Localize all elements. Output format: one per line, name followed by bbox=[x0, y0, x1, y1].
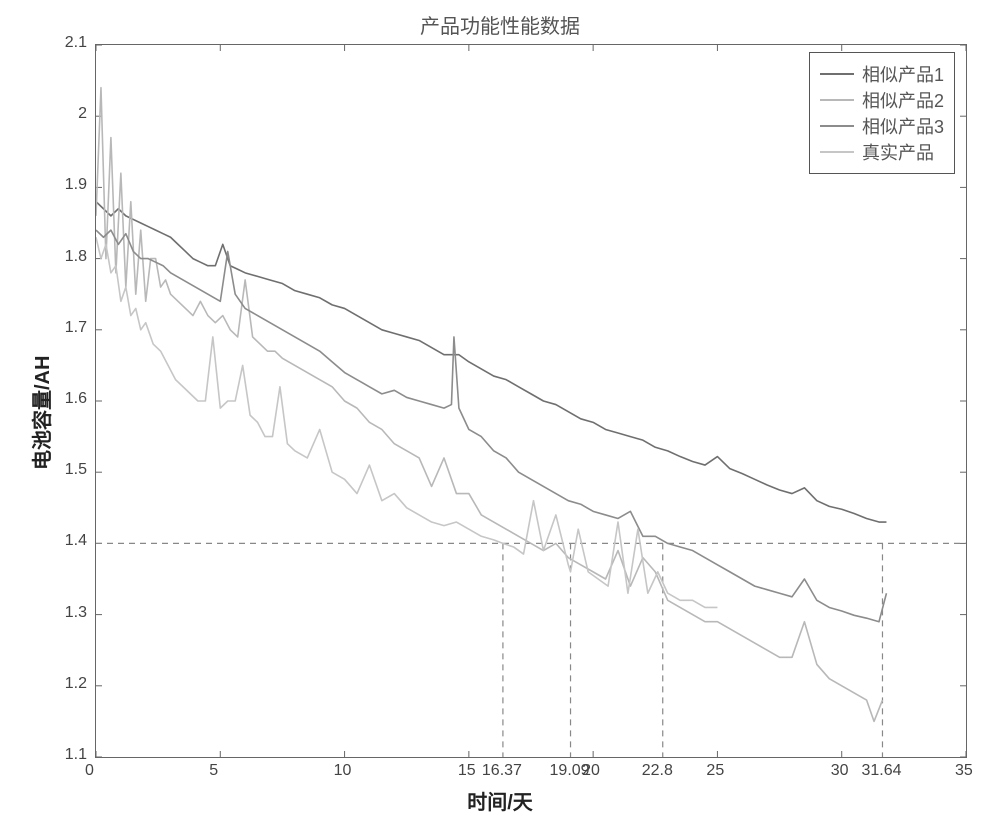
legend-swatch bbox=[820, 151, 854, 153]
y-tick-label: 1.3 bbox=[65, 604, 87, 622]
y-axis-label: 电池容量/AH bbox=[26, 356, 55, 470]
y-tick-label: 1.6 bbox=[65, 390, 87, 408]
threshold-x-label: 16.37 bbox=[482, 762, 522, 780]
legend-item: 相似产品1 bbox=[820, 61, 944, 87]
chart-title: 产品功能性能数据 bbox=[0, 10, 1000, 39]
x-tick-label: 35 bbox=[955, 762, 973, 780]
y-tick-label: 1.2 bbox=[65, 675, 87, 693]
legend: 相似产品1相似产品2相似产品3真实产品 bbox=[809, 52, 955, 174]
x-tick-label: 10 bbox=[334, 762, 352, 780]
threshold-x-label: 31.64 bbox=[861, 762, 901, 780]
y-tick-label: 1.5 bbox=[65, 461, 87, 479]
y-tick-label: 2.1 bbox=[65, 34, 87, 52]
x-axis-label: 时间/天 bbox=[0, 786, 1000, 815]
legend-label: 相似产品2 bbox=[862, 87, 944, 113]
legend-item: 相似产品3 bbox=[820, 113, 944, 139]
x-tick-label: 5 bbox=[209, 762, 218, 780]
legend-swatch bbox=[820, 99, 854, 101]
legend-label: 相似产品3 bbox=[862, 113, 944, 139]
x-tick-label: 0 bbox=[85, 762, 94, 780]
y-tick-label: 1.7 bbox=[65, 319, 87, 337]
legend-item: 真实产品 bbox=[820, 139, 944, 165]
legend-item: 相似产品2 bbox=[820, 87, 944, 113]
y-tick-label: 1.4 bbox=[65, 532, 87, 550]
x-tick-label: 15 bbox=[458, 762, 476, 780]
y-tick-label: 2 bbox=[78, 105, 87, 123]
x-tick-label: 30 bbox=[831, 762, 849, 780]
x-tick-label: 25 bbox=[706, 762, 724, 780]
threshold-x-label: 19.09 bbox=[550, 762, 590, 780]
threshold-x-label: 22.8 bbox=[642, 762, 673, 780]
legend-label: 相似产品1 bbox=[862, 61, 944, 87]
legend-swatch bbox=[820, 125, 854, 127]
y-tick-label: 1.9 bbox=[65, 176, 87, 194]
legend-swatch bbox=[820, 73, 854, 75]
figure: 产品功能性能数据 电池容量/AH 时间/天 相似产品1相似产品2相似产品3真实产… bbox=[0, 0, 1000, 818]
y-tick-label: 1.8 bbox=[65, 248, 87, 266]
legend-label: 真实产品 bbox=[862, 139, 934, 165]
y-tick-label: 1.1 bbox=[65, 746, 87, 764]
